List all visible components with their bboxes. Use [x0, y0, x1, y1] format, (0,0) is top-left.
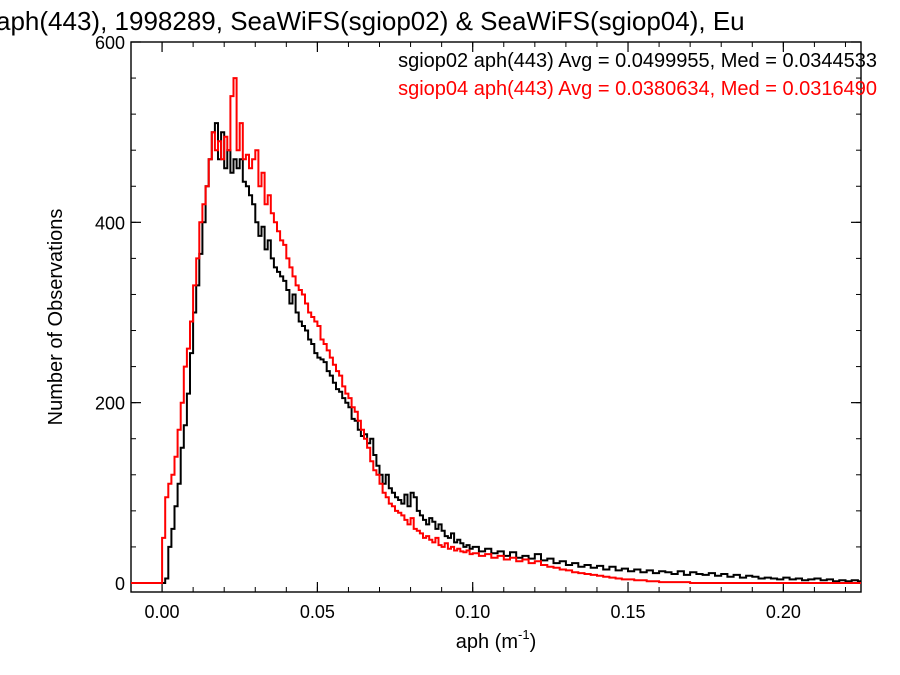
- legend: sgiop02 aph(443) Avg = 0.0499955, Med = …: [398, 50, 877, 100]
- x-tick-label: 0.00: [145, 602, 180, 622]
- series-group: [131, 77, 861, 584]
- y-tick-label: 400: [95, 213, 125, 233]
- x-tick-label: 0.20: [766, 602, 801, 622]
- y-tick-label: 200: [95, 394, 125, 414]
- x-axis-label-superscript: -1: [518, 627, 530, 642]
- x-axis-label: aph (m-1): [456, 627, 536, 653]
- x-tick-label: 0.05: [300, 602, 335, 622]
- y-tick-label: 600: [95, 33, 125, 53]
- x-tick-label: 0.15: [610, 602, 645, 622]
- x-axis: 0.00 0.05 0.10 0.15 0.20: [145, 42, 846, 622]
- x-axis-label-close: ): [530, 631, 537, 653]
- plot-frame: [130, 41, 862, 593]
- y-axis: 0 200 400 600: [95, 33, 861, 594]
- y-axis-label: Number of Observations: [45, 209, 67, 426]
- chart-title: aph(443), 1998289, SeaWiFS(sgiop02) & Se…: [0, 6, 745, 36]
- x-axis-label-main: aph (m: [456, 631, 518, 653]
- legend-entry-sgiop04: sgiop04 aph(443) Avg = 0.0380634, Med = …: [398, 78, 877, 100]
- x-tick-label: 0.10: [455, 602, 490, 622]
- y-tick-label: 0: [115, 574, 125, 594]
- series-line-0: [131, 122, 861, 584]
- series-line-1: [131, 77, 861, 584]
- legend-entry-sgiop02: sgiop02 aph(443) Avg = 0.0499955, Med = …: [398, 50, 877, 72]
